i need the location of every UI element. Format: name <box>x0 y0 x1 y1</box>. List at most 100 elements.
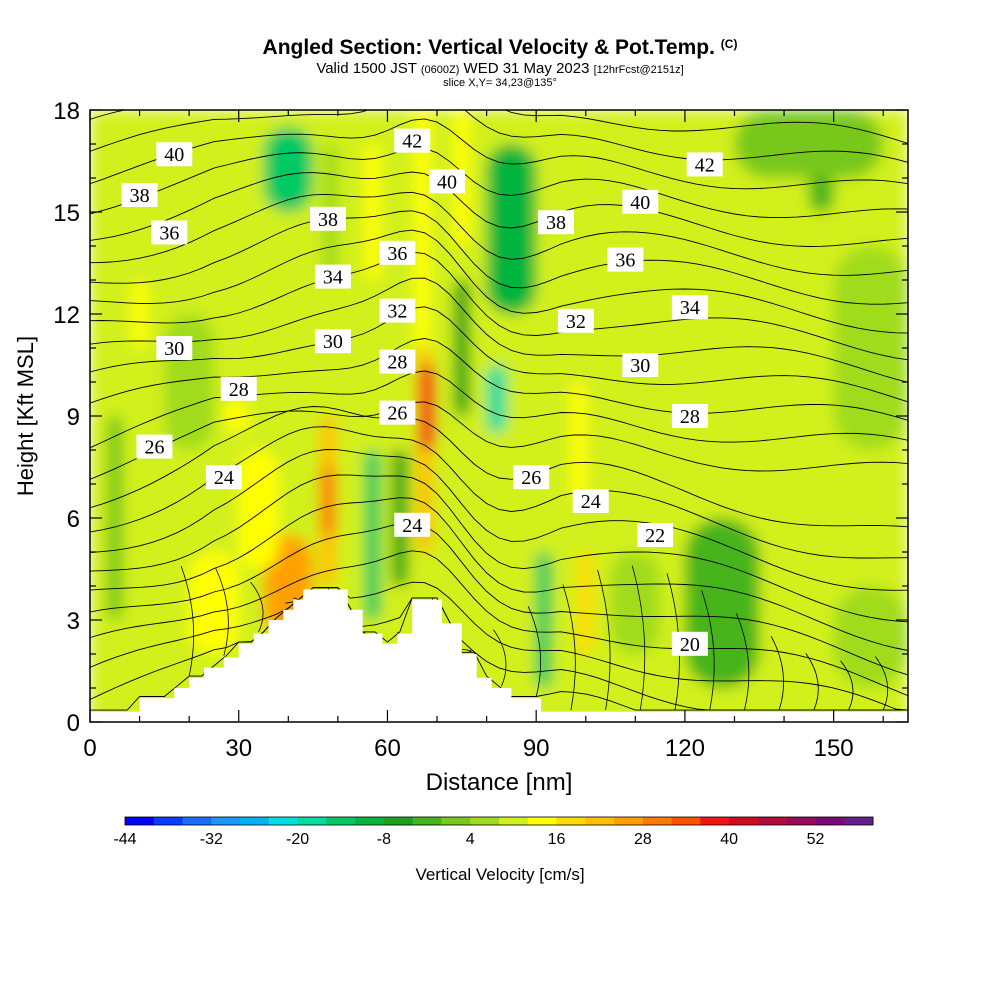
colorbar-swatch <box>585 817 615 825</box>
colorbar-swatch <box>240 817 270 825</box>
chart-subtitle: Valid 1500 JST (0600Z) WED 31 May 2023 [… <box>0 60 1000 77</box>
theta-contour-line <box>90 110 908 163</box>
velocity-blob <box>189 552 239 654</box>
contour-label-bg <box>622 189 659 214</box>
contour-label-bg <box>379 240 416 265</box>
theta-contour-line <box>90 474 908 623</box>
x-tick-label: 150 <box>814 735 854 762</box>
colorbar-swatch <box>527 817 558 825</box>
colorbar: -44 -32 -20 -8 4 16 28 40 52 <box>113 816 874 848</box>
theta-contour-line <box>90 118 908 190</box>
colorbar-swatch <box>786 817 816 825</box>
contour-label-bg <box>379 298 416 323</box>
theta-contour-line <box>90 147 908 219</box>
colorbar-swatch <box>383 817 414 825</box>
contour-label-bg <box>314 264 351 289</box>
contour-label-bg <box>671 295 708 320</box>
contour-label: 42 <box>686 152 723 177</box>
theta-contour-line <box>90 406 908 528</box>
contour-label-bg <box>671 631 708 656</box>
contour-label-bg <box>121 183 158 207</box>
contour-label: 40 <box>622 189 659 214</box>
contour-label: 30 <box>156 336 193 360</box>
colorbar-swatch <box>355 817 385 825</box>
valid-utc: (0600Z) <box>420 64 460 76</box>
contour-label-text: 30 <box>164 338 184 360</box>
y-tick-label: 6 <box>67 506 80 533</box>
contour-label: 28 <box>671 404 708 428</box>
contour-label: 26 <box>513 465 550 490</box>
velocity-blob <box>364 450 381 620</box>
theta-contour-line <box>90 521 908 676</box>
valid-date: WED 31 May 2023 <box>463 60 590 77</box>
contour-label: 42 <box>394 128 431 153</box>
colorbar-swatch <box>700 817 730 825</box>
contour-label-text: 30 <box>630 355 650 377</box>
x-axis-label: Distance [nm] <box>426 769 573 796</box>
y-tick-label: 3 <box>67 608 80 635</box>
contour-label-bg <box>156 142 193 167</box>
velocity-blob <box>364 144 381 280</box>
contour-label-text: 38 <box>546 212 566 234</box>
contour-label-text: 24 <box>402 515 422 537</box>
contour-label-bg <box>538 210 575 235</box>
colorbar-swatch <box>441 817 471 825</box>
terrain-mask <box>90 589 908 722</box>
contour-label-bg <box>513 465 550 490</box>
colorbar-tick-label: -32 <box>200 831 223 848</box>
colorbar-swatch <box>211 817 241 825</box>
theta-contour-line <box>90 251 908 361</box>
theta-contour-line <box>90 110 908 144</box>
contour-label-text: 38 <box>130 185 150 207</box>
contour-label-text: 28 <box>387 352 407 374</box>
contour-label-text: 42 <box>402 131 422 153</box>
contour-label-text: 36 <box>615 250 635 272</box>
boundary-layer-contour <box>805 653 819 711</box>
colorbar-frame <box>124 816 874 826</box>
contour-label: 40 <box>156 142 193 167</box>
contour-label-bg <box>622 353 659 377</box>
contour-label-bg <box>572 489 609 513</box>
boundary-layer-contour <box>562 584 576 711</box>
theta-contour-line <box>90 191 908 276</box>
contour-label-text: 26 <box>387 403 407 425</box>
colorbar-tick-label: -44 <box>113 831 136 848</box>
contour-label: 32 <box>379 298 416 323</box>
y-tick-label: 18 <box>53 98 80 125</box>
contour-label-text: 26 <box>144 437 164 459</box>
colorbar-swatch <box>671 817 701 825</box>
chart-title: Angled Section: Vertical Velocity & Pot.… <box>0 36 1000 60</box>
forecast-info: [12hrFcst@2151z] <box>593 64 684 76</box>
velocity-blob <box>833 586 908 688</box>
velocity-blob <box>414 110 431 348</box>
contour-label: 24 <box>572 489 609 513</box>
contour-label-bg <box>671 404 708 428</box>
colorbar-swatch <box>412 817 442 825</box>
velocity-blob <box>570 382 587 501</box>
contour-label-bg <box>379 400 416 425</box>
contour-label-text: 40 <box>164 144 184 166</box>
velocity-blob <box>453 280 470 416</box>
valid-time: Valid 1500 JST <box>316 60 417 77</box>
colorbar-swatch <box>470 817 500 825</box>
boundary-layer-contour <box>180 565 195 677</box>
x-tick-label: 30 <box>225 735 252 762</box>
contour-label: 38 <box>309 206 346 231</box>
colorbar-swatch <box>182 817 212 825</box>
velocity-blob <box>319 467 336 535</box>
colorbar-tick-label: 52 <box>807 831 825 848</box>
contour-label-bg <box>205 465 242 490</box>
colorbar-tick-label: 28 <box>634 831 652 848</box>
boundary-layer-contour <box>631 565 646 711</box>
velocity-blob <box>223 399 249 433</box>
colorbar-swatch <box>499 817 529 825</box>
colorbar-swatch <box>153 817 184 825</box>
colorbar-swatch <box>642 817 673 825</box>
velocity-blob <box>610 552 661 654</box>
contour-label-text: 42 <box>695 154 715 176</box>
theta-contour-line <box>90 497 908 651</box>
colorbar-swatch <box>268 817 299 825</box>
contour-label-bg <box>220 376 257 401</box>
